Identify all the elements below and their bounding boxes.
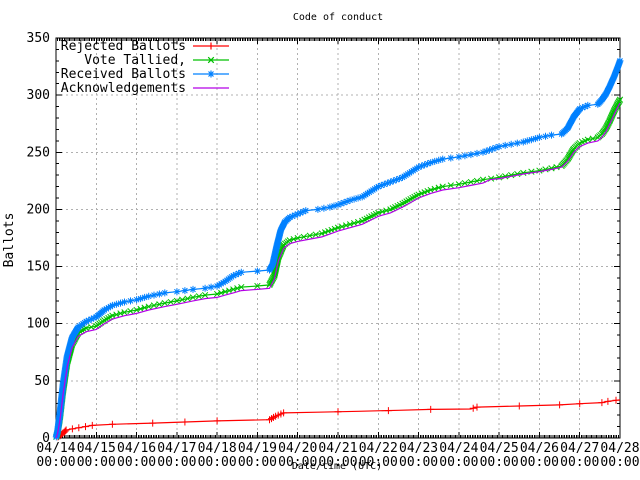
x-tick-date: 04/18 [198, 441, 237, 456]
x-axis-label: Date/time (UTC) [292, 461, 382, 472]
y-tick-label: 350 [27, 31, 50, 46]
x-tick-date: 04/20 [278, 441, 317, 456]
x-tick-date: 04/17 [157, 441, 196, 456]
y-tick-label: 200 [27, 202, 50, 217]
plot-border [55, 37, 621, 439]
x-tick-time: 00:00 [480, 455, 519, 470]
legend: Rejected Ballots Vote Tallied, Received … [61, 39, 229, 96]
series-1 [54, 396, 621, 441]
x-tick-date: 04/28 [600, 441, 639, 456]
x-tick-date: 04/14 [36, 441, 75, 456]
x-tick-date: 04/22 [359, 441, 398, 456]
x-tick-date: 04/24 [439, 441, 478, 456]
x-tick-time: 00:00 [359, 455, 398, 470]
x-tick-date: 04/21 [318, 441, 357, 456]
y-axis-label: Ballots [2, 213, 17, 268]
data-series [52, 57, 624, 441]
grid-lines [56, 38, 620, 438]
x-tick-time: 00:00 [278, 455, 317, 470]
x-tick-time: 00:00 [439, 455, 478, 470]
y-tick-label: 150 [27, 260, 50, 275]
chart-title: Code of conduct [293, 12, 383, 23]
legend-label-received-ballots: Received Ballots [61, 67, 186, 82]
x-tick-date: 04/23 [399, 441, 438, 456]
x-tick-time: 00:00 [318, 455, 357, 470]
x-tick-time: 00:00 [198, 455, 237, 470]
y-tick-label: 300 [27, 88, 50, 103]
x-tick-time: 00:00 [600, 455, 639, 470]
series-4 [55, 102, 621, 439]
x-tick-date: 04/15 [77, 441, 116, 456]
x-tick-time: 00:00 [399, 455, 438, 470]
x-tick-date: 04/16 [117, 441, 156, 456]
y-tick-label: 50 [34, 374, 50, 389]
x-tick-labels: 04/1400:0004/1500:0004/1600:0004/1700:00… [36, 441, 639, 470]
legend-label-rejected-ballots: Rejected Ballots [61, 39, 186, 54]
y-tick-label: 250 [27, 145, 50, 160]
x-tick-time: 00:00 [520, 455, 559, 470]
x-tick-time: 00:00 [36, 455, 75, 470]
x-tick-time: 00:00 [77, 455, 116, 470]
x-tick-date: 04/26 [520, 441, 559, 456]
x-tick-time: 00:00 [117, 455, 156, 470]
x-tick-date: 04/25 [480, 441, 519, 456]
y-tick-labels: 0 50 100 150 200 250 300 350 [27, 31, 50, 446]
legend-label-vote-tallied: Vote Tallied, [84, 53, 186, 68]
x-tick-time: 00:00 [238, 455, 277, 470]
x-tick-date: 04/27 [560, 441, 599, 456]
y-tick-label: 0 [42, 431, 50, 446]
x-tick-time: 00:00 [157, 455, 196, 470]
x-tick-date: 04/19 [238, 441, 277, 456]
x-tick-time: 00:00 [560, 455, 599, 470]
y-tick-label: 100 [27, 317, 50, 332]
legend-label-acknowledgements: Acknowledgements [61, 81, 186, 96]
legend-line-samples [193, 42, 229, 89]
